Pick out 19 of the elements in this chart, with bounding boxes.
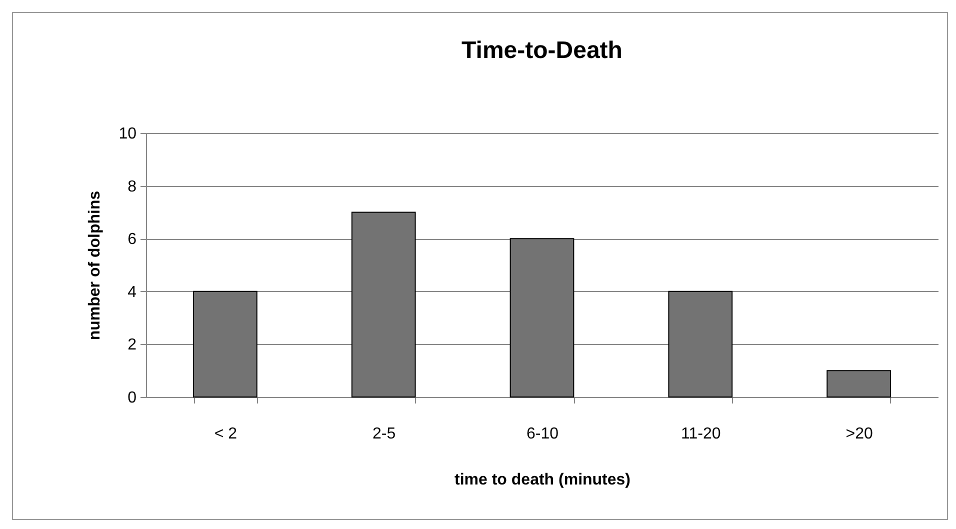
x-tick-label: 6-10 <box>526 426 559 442</box>
y-tick-label: 2 <box>128 336 137 354</box>
y-tick-label: 0 <box>128 390 137 406</box>
y-tick-label: 4 <box>128 284 137 301</box>
y-axis-title: number of dolphins <box>86 190 104 340</box>
y-tick-label: 10 <box>118 126 137 142</box>
x-tick-label: 2-5 <box>372 426 396 442</box>
bar <box>826 370 891 398</box>
bar <box>351 212 416 398</box>
chart-title: Time-to-Death <box>462 37 622 64</box>
bar <box>193 290 258 398</box>
x-tick-label: >20 <box>846 426 873 442</box>
bar <box>668 290 733 398</box>
y-tick-label: 6 <box>128 231 137 248</box>
x-tick-label: 11-20 <box>681 426 721 442</box>
x-tick-label: < 2 <box>214 426 238 442</box>
y-tick-label: 8 <box>128 178 137 196</box>
bar <box>510 238 574 398</box>
x-axis-title: time to death (minutes) <box>454 472 631 488</box>
